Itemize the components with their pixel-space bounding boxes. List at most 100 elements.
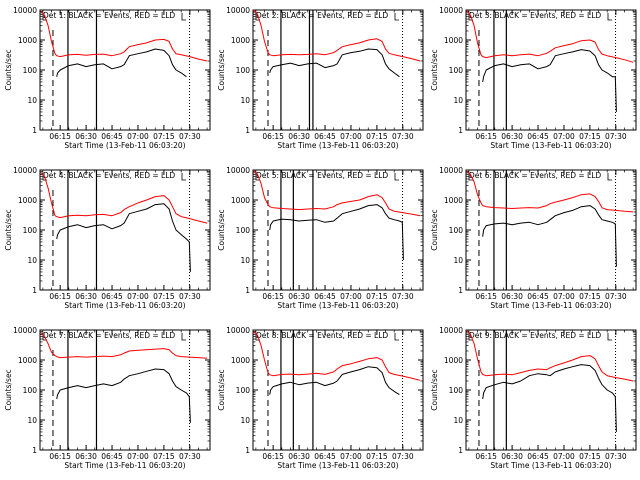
x-tick-label: 07:15 bbox=[153, 452, 175, 461]
events-black-line bbox=[482, 205, 617, 267]
x-tick-label: 06:45 bbox=[314, 452, 336, 461]
y-tick-label: 1000 bbox=[444, 196, 463, 205]
x-tick-label: 06:45 bbox=[101, 452, 123, 461]
y-tick-label: 100 bbox=[449, 386, 464, 395]
plot-frame bbox=[252, 169, 424, 291]
x-tick-label: 06:15 bbox=[262, 132, 284, 141]
lld-red-line bbox=[40, 172, 208, 224]
lld-red-line bbox=[253, 331, 421, 381]
chart-panel-1: 1 10 100 1000 10000 06:15 06:30 06:45 07:00 07:15… bbox=[4, 6, 211, 150]
x-axis-title: Start Time (13-Feb-11 06:03:20) bbox=[64, 301, 185, 310]
x-tick-label: 07:15 bbox=[366, 292, 388, 301]
chart-panel-4: 1 10 100 1000 10000 06:15 06:30 06:45 07:00 07:15… bbox=[4, 166, 211, 310]
x-axis-title: Start Time (13-Feb-11 06:03:20) bbox=[277, 461, 398, 470]
y-tick-label: 10000 bbox=[13, 166, 37, 175]
lld-red-line bbox=[253, 170, 421, 217]
x-tick-label: 06:30 bbox=[501, 452, 523, 461]
y-axis-title: Counts/sec bbox=[217, 49, 226, 90]
lld-red-line bbox=[466, 171, 634, 213]
x-axis-title: Start Time (13-Feb-11 06:03:20) bbox=[277, 301, 398, 310]
y-tick-label: 100 bbox=[23, 386, 38, 395]
x-tick-label: 06:45 bbox=[527, 292, 549, 301]
x-tick-label: 06:15 bbox=[49, 132, 71, 141]
x-tick-label: 07:15 bbox=[366, 452, 388, 461]
y-tick-label: 1000 bbox=[231, 36, 250, 45]
lld-red-line bbox=[253, 9, 421, 62]
chart-title: Det 2: BLACK = Events, RED = LLD bbox=[256, 11, 388, 20]
x-tick-label: 07:00 bbox=[553, 452, 575, 461]
lld-red-line bbox=[40, 332, 208, 359]
x-tick-label: 06:30 bbox=[501, 292, 523, 301]
x-tick-label: 06:15 bbox=[475, 452, 497, 461]
y-tick-label: 10000 bbox=[226, 6, 250, 15]
x-tick-label: 06:15 bbox=[49, 452, 71, 461]
y-axis-title: Counts/sec bbox=[217, 369, 226, 410]
x-tick-label: 06:30 bbox=[75, 292, 97, 301]
range-bracket-left bbox=[468, 173, 473, 181]
x-tick-label: 06:45 bbox=[314, 292, 336, 301]
range-bracket-right bbox=[181, 333, 186, 341]
y-tick-label: 1 bbox=[32, 446, 37, 455]
x-tick-label: 07:15 bbox=[366, 132, 388, 141]
x-tick-label: 06:45 bbox=[101, 292, 123, 301]
chart-title: Det 7: BLACK = Events, RED = LLD bbox=[43, 331, 175, 340]
lld-red-line bbox=[40, 11, 208, 62]
range-bracket-right bbox=[181, 13, 186, 21]
x-tick-label: 06:30 bbox=[75, 452, 97, 461]
lld-red-line bbox=[466, 330, 634, 382]
chart-panel-9: 1 10 100 1000 10000 06:15 06:30 06:45 07:00 07:15… bbox=[430, 326, 637, 470]
chart-title: Det 1: BLACK = Events, RED = LLD bbox=[43, 11, 175, 20]
x-tick-label: 06:15 bbox=[262, 292, 284, 301]
y-tick-label: 10000 bbox=[226, 326, 250, 335]
range-bracket-right bbox=[181, 173, 186, 181]
x-tick-label: 07:30 bbox=[179, 132, 201, 141]
x-tick-label: 07:15 bbox=[153, 292, 175, 301]
range-bracket-right bbox=[607, 173, 612, 181]
x-tick-label: 06:30 bbox=[288, 132, 310, 141]
y-tick-label: 1 bbox=[458, 126, 463, 135]
range-bracket-right bbox=[607, 333, 612, 341]
y-axis-title: Counts/sec bbox=[4, 49, 13, 90]
y-tick-label: 1 bbox=[245, 286, 250, 295]
plot-frame bbox=[465, 329, 637, 451]
x-tick-label: 07:30 bbox=[605, 452, 627, 461]
y-tick-label: 1 bbox=[32, 286, 37, 295]
y-axis-title: Counts/sec bbox=[430, 209, 439, 250]
y-tick-label: 1 bbox=[245, 446, 250, 455]
y-tick-label: 10000 bbox=[13, 6, 37, 15]
chart-title: Det 5: BLACK = Events, RED = LLD bbox=[256, 171, 388, 180]
x-tick-label: 06:30 bbox=[288, 452, 310, 461]
y-tick-label: 1 bbox=[32, 126, 37, 135]
x-tick-label: 07:00 bbox=[127, 452, 149, 461]
range-bracket-right bbox=[394, 173, 399, 181]
y-tick-label: 100 bbox=[23, 66, 38, 75]
plot-frame bbox=[39, 329, 211, 451]
x-tick-label: 07:30 bbox=[179, 452, 201, 461]
plot-frame bbox=[465, 9, 637, 131]
x-tick-label: 07:00 bbox=[127, 132, 149, 141]
lld-red-line bbox=[466, 10, 634, 63]
plot-frame bbox=[39, 9, 211, 131]
y-tick-label: 100 bbox=[236, 226, 251, 235]
x-tick-label: 07:30 bbox=[179, 292, 201, 301]
y-tick-label: 1 bbox=[458, 286, 463, 295]
x-tick-label: 07:30 bbox=[392, 452, 414, 461]
y-tick-label: 1000 bbox=[231, 196, 250, 205]
y-tick-label: 10 bbox=[27, 416, 37, 425]
x-axis-title: Start Time (13-Feb-11 06:03:20) bbox=[64, 461, 185, 470]
y-tick-label: 100 bbox=[449, 66, 464, 75]
x-tick-label: 06:45 bbox=[527, 132, 549, 141]
range-bracket-right bbox=[394, 333, 399, 341]
x-tick-label: 07:30 bbox=[605, 292, 627, 301]
chart-panel-8: 1 10 100 1000 10000 06:15 06:30 06:45 07:00 07:15… bbox=[217, 326, 424, 470]
y-tick-label: 1000 bbox=[18, 356, 37, 365]
x-tick-label: 06:15 bbox=[475, 292, 497, 301]
x-tick-label: 07:00 bbox=[340, 292, 362, 301]
y-tick-label: 1000 bbox=[18, 36, 37, 45]
x-tick-label: 07:00 bbox=[553, 292, 575, 301]
events-black-line bbox=[269, 366, 400, 396]
x-tick-label: 07:15 bbox=[579, 452, 601, 461]
chart-panel-2: 1 10 100 1000 10000 06:15 06:30 06:45 07:00 07:15… bbox=[217, 6, 424, 150]
y-axis-title: Counts/sec bbox=[430, 49, 439, 90]
